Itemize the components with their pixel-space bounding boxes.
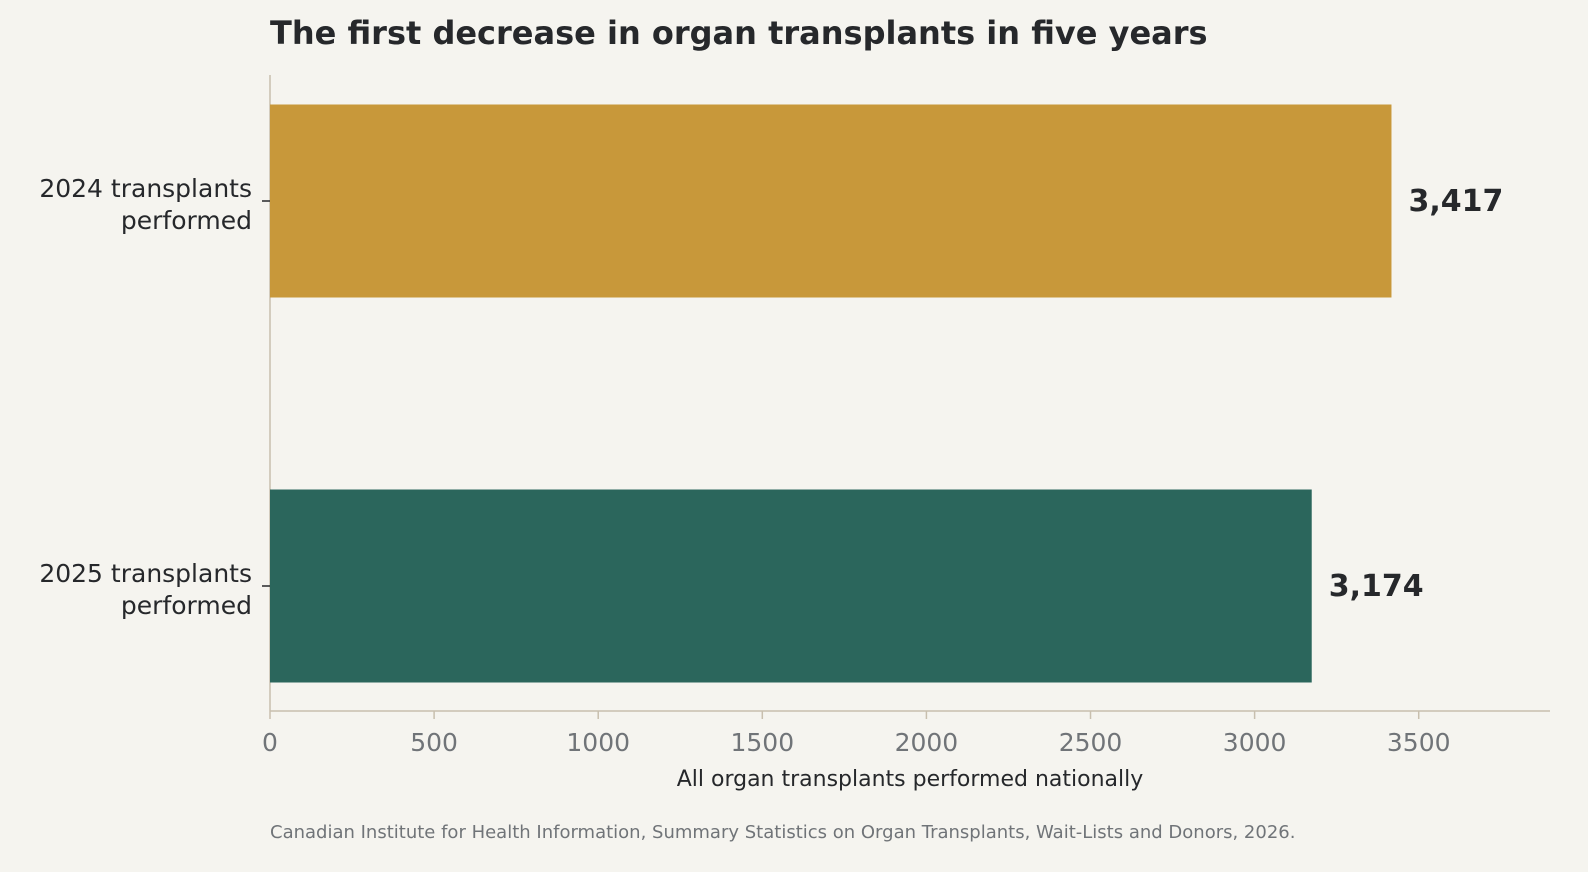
x-tick-label-4: 2000 (895, 728, 959, 757)
category-label-0: 2024 transplants performed (39, 174, 252, 235)
value-label-1: 3,174 (1329, 569, 1424, 604)
x-tick-label-7: 3500 (1387, 728, 1451, 757)
x-tick-label-5: 2500 (1059, 728, 1123, 757)
chart-title: The first decrease in organ transplants … (270, 14, 1208, 52)
bar-1 (270, 489, 1312, 683)
source-note: Canadian Institute for Health Informatio… (270, 822, 1295, 843)
plot-area: 2024 transplants performed 3,417 2025 trans… (39, 75, 1550, 757)
x-axis-label: All organ transplants performed national… (677, 767, 1144, 792)
category-label-1: 2025 transplants performed (39, 559, 252, 620)
x-tick-label-3: 1500 (730, 728, 794, 757)
bar-0 (270, 104, 1392, 298)
x-tick-label-0: 0 (262, 728, 278, 757)
x-tick-label-2: 1000 (566, 728, 630, 757)
value-label-0: 3,417 (1408, 184, 1503, 219)
x-tick-label-6: 3000 (1223, 728, 1287, 757)
x-tick-label-1: 500 (410, 728, 458, 757)
